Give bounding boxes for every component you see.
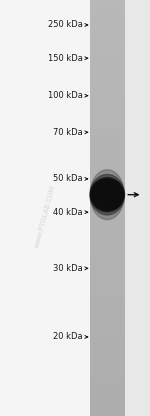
Text: 100 kDa: 100 kDa xyxy=(48,91,82,100)
Text: www.PTGLAB.COM: www.PTGLAB.COM xyxy=(34,184,56,248)
Bar xyxy=(0,0,90,416)
Ellipse shape xyxy=(90,170,124,220)
Text: 40 kDa: 40 kDa xyxy=(53,208,82,217)
Ellipse shape xyxy=(91,179,124,210)
Ellipse shape xyxy=(90,174,124,215)
Text: 30 kDa: 30 kDa xyxy=(53,264,82,273)
Text: 50 kDa: 50 kDa xyxy=(53,174,82,183)
Ellipse shape xyxy=(90,178,124,212)
Text: 70 kDa: 70 kDa xyxy=(53,128,82,137)
Text: 150 kDa: 150 kDa xyxy=(48,54,82,63)
Text: 20 kDa: 20 kDa xyxy=(53,332,82,342)
Text: 250 kDa: 250 kDa xyxy=(48,20,82,30)
